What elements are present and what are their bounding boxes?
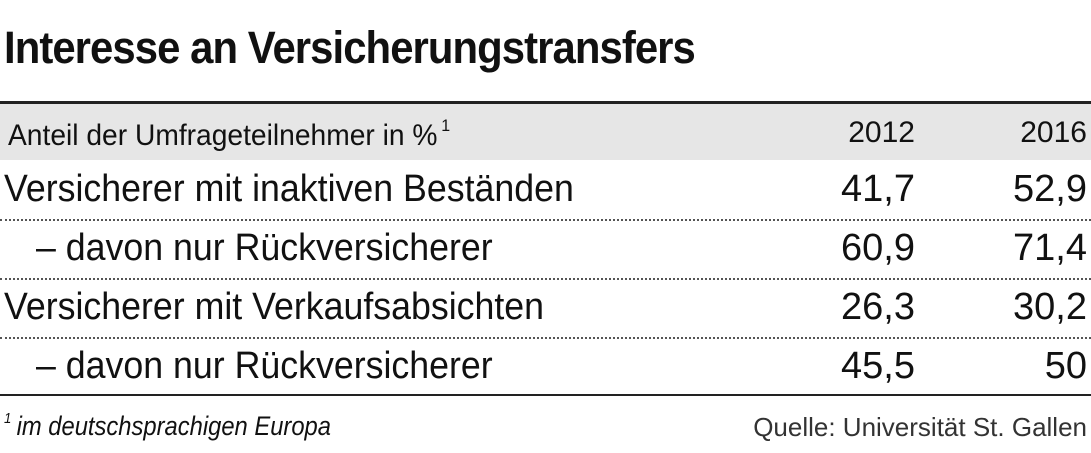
unit-footnote-marker: 1: [441, 116, 451, 135]
chart-title: Interesse an Versicherungstransfers: [4, 22, 696, 73]
value-2016: 30,2: [1013, 286, 1087, 328]
source-note: Quelle: Universität St. Gallen: [753, 412, 1087, 442]
value-2016: 71,4: [1013, 227, 1087, 269]
value-2016: 52,9: [1013, 168, 1087, 210]
bottom-rule: [0, 394, 1091, 396]
value-2012: 45,5: [841, 345, 915, 387]
footnote-marker: 1: [4, 410, 12, 427]
value-2012: 60,9: [841, 227, 915, 269]
top-rule: [0, 101, 1091, 104]
table-header: Anteil der Umfrageteilnehmer in % 1 2012 …: [0, 104, 1091, 160]
row-label: – davon nur Rückversicherer: [36, 227, 493, 269]
row-label: Versicherer mit inaktiven Beständen: [4, 168, 574, 210]
table-row: – davon nur Rückversicherer 45,5 50: [0, 339, 1091, 397]
unit-label: Anteil der Umfrageteilnehmer in % 1: [8, 116, 450, 153]
column-header-2012: 2012: [848, 116, 915, 149]
unit-label-text: Anteil der Umfrageteilnehmer in %: [8, 119, 438, 152]
row-divider: [0, 337, 1091, 339]
row-divider: [0, 278, 1091, 280]
row-divider: [0, 219, 1091, 221]
value-2016: 50: [1044, 345, 1087, 387]
row-label: Versicherer mit Verkaufsabsichten: [4, 286, 545, 328]
value-2012: 41,7: [841, 168, 915, 210]
table-row: Versicherer mit Verkaufsabsichten 26,3 3…: [0, 280, 1091, 338]
column-header-2016: 2016: [1020, 116, 1087, 149]
table-row: – davon nur Rückversicherer 60,9 71,4: [0, 221, 1091, 279]
footnote-text: im deutschsprachigen Europa: [16, 411, 331, 441]
row-label: – davon nur Rückversicherer: [36, 345, 493, 387]
footnote: 1 im deutschsprachigen Europa: [4, 410, 331, 442]
value-2012: 26,3: [841, 286, 915, 328]
table-row: Versicherer mit inaktiven Beständen 41,7…: [0, 162, 1091, 220]
